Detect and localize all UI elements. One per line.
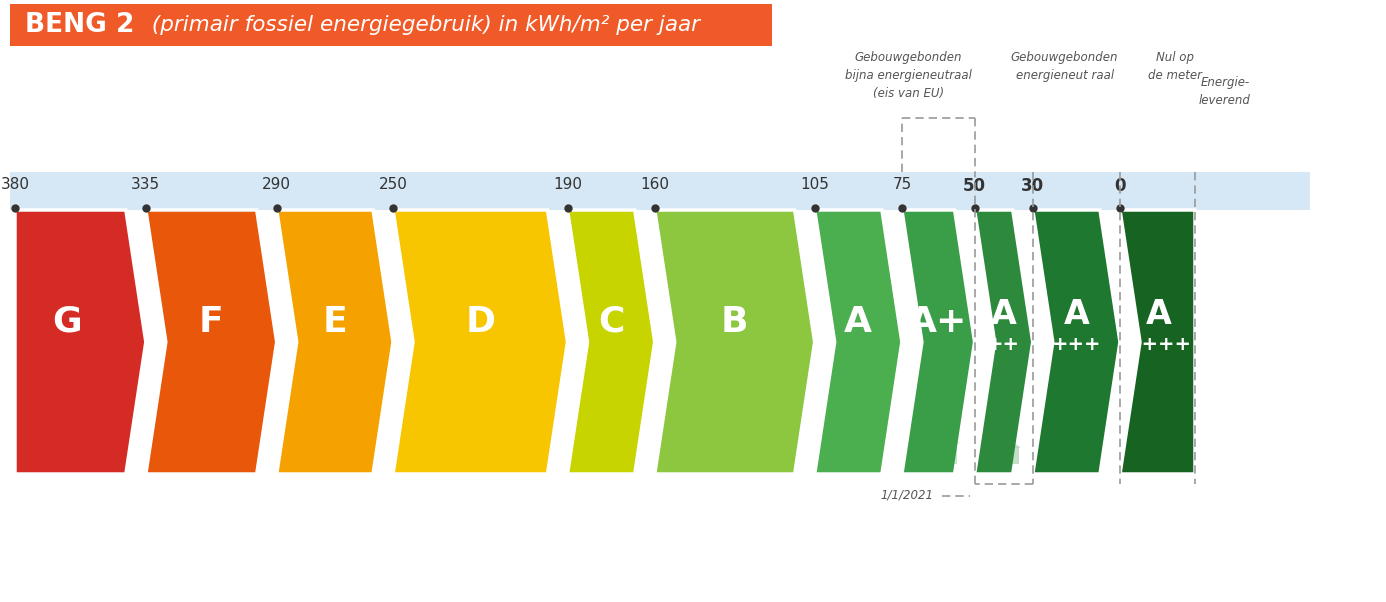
Polygon shape bbox=[427, 385, 534, 414]
Bar bbox=[1166, 428, 1170, 435]
Text: 105: 105 bbox=[800, 177, 829, 192]
Bar bbox=[607, 453, 615, 464]
Text: Gebouwgebonden
bijna energieneutraal
(eis van EU): Gebouwgebonden bijna energieneutraal (ei… bbox=[845, 51, 972, 100]
Bar bbox=[934, 455, 941, 464]
Bar bbox=[177, 427, 245, 464]
Bar bbox=[330, 449, 341, 464]
Bar bbox=[865, 423, 870, 430]
Text: A+: A+ bbox=[909, 305, 967, 339]
Polygon shape bbox=[277, 210, 394, 474]
Text: 250: 250 bbox=[378, 177, 407, 192]
Text: 0: 0 bbox=[1114, 177, 1125, 195]
Bar bbox=[728, 444, 743, 464]
Polygon shape bbox=[1051, 424, 1103, 439]
Text: 75: 75 bbox=[893, 177, 912, 192]
Text: F: F bbox=[200, 305, 223, 339]
Bar bbox=[205, 447, 218, 464]
Bar bbox=[1156, 455, 1163, 464]
Text: 335: 335 bbox=[132, 177, 161, 192]
Text: +++: +++ bbox=[1052, 335, 1100, 353]
Text: C: C bbox=[597, 305, 624, 339]
Text: 30: 30 bbox=[1021, 177, 1044, 195]
Text: G: G bbox=[53, 305, 82, 339]
Text: Energie-
leverend: Energie- leverend bbox=[1199, 76, 1252, 107]
Polygon shape bbox=[1033, 210, 1120, 474]
Text: Gebouwgebonden
energieneut raal: Gebouwgebonden energieneut raal bbox=[1010, 51, 1119, 82]
Polygon shape bbox=[1120, 210, 1195, 474]
Bar bbox=[493, 381, 505, 397]
Polygon shape bbox=[28, 405, 107, 427]
Bar bbox=[344, 409, 351, 419]
Polygon shape bbox=[1137, 430, 1182, 442]
Bar bbox=[919, 443, 958, 464]
Polygon shape bbox=[974, 210, 1033, 474]
Polygon shape bbox=[815, 210, 902, 474]
Bar bbox=[988, 447, 1019, 464]
Bar bbox=[33, 427, 103, 464]
Bar bbox=[747, 388, 757, 402]
Polygon shape bbox=[299, 412, 370, 431]
Bar bbox=[61, 447, 73, 464]
Polygon shape bbox=[832, 424, 884, 439]
Polygon shape bbox=[146, 210, 277, 474]
Bar bbox=[1001, 456, 1006, 464]
Bar bbox=[304, 431, 366, 464]
Text: ++++: ++++ bbox=[1125, 335, 1192, 353]
Bar bbox=[222, 402, 229, 414]
Bar bbox=[1053, 439, 1099, 464]
FancyBboxPatch shape bbox=[10, 172, 1310, 210]
Bar bbox=[854, 453, 862, 464]
Bar bbox=[693, 418, 778, 464]
Text: D: D bbox=[466, 305, 495, 339]
Bar bbox=[1073, 453, 1081, 464]
Polygon shape bbox=[902, 210, 974, 474]
Text: 1/1/2021: 1/1/2021 bbox=[880, 489, 933, 502]
Bar bbox=[836, 439, 881, 464]
Text: (primair fossiel energiegebruik) in kWh/m² per jaar: (primair fossiel energiegebruik) in kWh/… bbox=[146, 15, 700, 35]
Text: 190: 190 bbox=[553, 177, 582, 192]
Bar bbox=[78, 402, 86, 414]
Polygon shape bbox=[394, 210, 567, 474]
Polygon shape bbox=[15, 210, 146, 474]
Bar bbox=[944, 429, 948, 436]
Polygon shape bbox=[585, 424, 638, 439]
Polygon shape bbox=[686, 392, 783, 418]
Text: 290: 290 bbox=[262, 177, 291, 192]
Bar bbox=[473, 441, 488, 464]
Text: Nul op
de meter: Nul op de meter bbox=[1148, 51, 1202, 82]
Bar bbox=[1084, 423, 1088, 430]
Text: 160: 160 bbox=[640, 177, 669, 192]
Text: A: A bbox=[844, 305, 872, 339]
Polygon shape bbox=[916, 431, 960, 443]
Bar bbox=[1139, 442, 1179, 464]
Text: ++: ++ bbox=[987, 335, 1020, 353]
Text: A: A bbox=[1063, 297, 1089, 330]
FancyBboxPatch shape bbox=[10, 4, 772, 46]
Text: B: B bbox=[721, 305, 748, 339]
Bar bbox=[588, 439, 635, 464]
Polygon shape bbox=[985, 438, 1021, 447]
Polygon shape bbox=[172, 405, 251, 427]
Bar bbox=[618, 423, 624, 430]
Text: BENG 2: BENG 2 bbox=[25, 12, 134, 38]
Bar bbox=[1008, 436, 1012, 442]
Polygon shape bbox=[654, 210, 815, 474]
Text: 380: 380 bbox=[0, 177, 29, 192]
Text: 50: 50 bbox=[963, 177, 985, 195]
Polygon shape bbox=[567, 210, 654, 474]
Text: A: A bbox=[991, 297, 1016, 330]
Bar bbox=[434, 414, 527, 464]
Text: A: A bbox=[1146, 297, 1173, 330]
Text: E: E bbox=[323, 305, 348, 339]
